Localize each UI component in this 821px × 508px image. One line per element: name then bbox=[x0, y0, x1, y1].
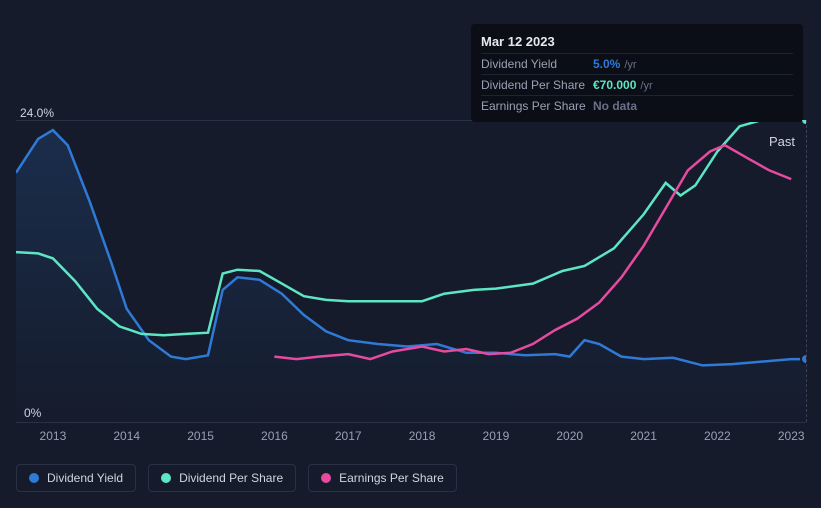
dividend-chart: Mar 12 2023 Dividend Yield 5.0% /yr Divi… bbox=[0, 0, 821, 508]
legend-item-earnings-per-share[interactable]: Earnings Per Share bbox=[308, 464, 457, 492]
x-axis-tick: 2021 bbox=[630, 429, 657, 443]
chart-legend: Dividend Yield Dividend Per Share Earnin… bbox=[16, 464, 457, 492]
legend-label: Dividend Yield bbox=[47, 471, 123, 485]
earnings-per-share-line bbox=[274, 145, 791, 359]
x-axis-tick: 2014 bbox=[113, 429, 140, 443]
tooltip-suffix: /yr bbox=[624, 59, 636, 71]
tooltip-row: Dividend Per Share €70.000 /yr bbox=[481, 74, 793, 95]
past-label: Past bbox=[769, 134, 795, 149]
y-axis-min-label: 0% bbox=[24, 406, 41, 420]
x-axis-tick: 2022 bbox=[704, 429, 731, 443]
tooltip-label: Earnings Per Share bbox=[481, 99, 593, 113]
tooltip-row: Earnings Per Share No data bbox=[481, 95, 793, 116]
legend-dot-icon bbox=[321, 473, 331, 483]
tooltip-value: 5.0% bbox=[593, 57, 620, 71]
dividend-per-share-line bbox=[16, 120, 806, 335]
chart-tooltip: Mar 12 2023 Dividend Yield 5.0% /yr Divi… bbox=[471, 24, 803, 122]
x-axis: 2013 2014 2015 2016 2017 2018 2019 2020 2021 2022… bbox=[16, 422, 806, 450]
x-axis-tick: 2019 bbox=[483, 429, 510, 443]
legend-item-dividend-yield[interactable]: Dividend Yield bbox=[16, 464, 136, 492]
tooltip-label: Dividend Per Share bbox=[481, 78, 593, 92]
tooltip-value: €70.000 bbox=[593, 78, 636, 92]
tooltip-row: Dividend Yield 5.0% /yr bbox=[481, 53, 793, 74]
legend-item-dividend-per-share[interactable]: Dividend Per Share bbox=[148, 464, 296, 492]
y-axis-max-label: 24.0% bbox=[20, 106, 54, 120]
x-axis-tick: 2023 bbox=[778, 429, 805, 443]
legend-dot-icon bbox=[161, 473, 171, 483]
x-axis-tick: 2013 bbox=[40, 429, 67, 443]
chart-marker-line bbox=[806, 120, 807, 422]
x-axis-tick: 2017 bbox=[335, 429, 362, 443]
tooltip-date: Mar 12 2023 bbox=[481, 30, 793, 53]
legend-label: Earnings Per Share bbox=[339, 471, 444, 485]
tooltip-value: No data bbox=[593, 99, 637, 113]
tooltip-label: Dividend Yield bbox=[481, 57, 593, 71]
x-axis-tick: 2016 bbox=[261, 429, 288, 443]
legend-label: Dividend Per Share bbox=[179, 471, 283, 485]
x-axis-tick: 2020 bbox=[556, 429, 583, 443]
tooltip-suffix: /yr bbox=[640, 80, 652, 92]
x-axis-tick: 2015 bbox=[187, 429, 214, 443]
dividend-yield-area bbox=[16, 130, 806, 422]
x-axis-tick: 2018 bbox=[409, 429, 436, 443]
chart-svg bbox=[16, 120, 806, 422]
legend-dot-icon bbox=[29, 473, 39, 483]
